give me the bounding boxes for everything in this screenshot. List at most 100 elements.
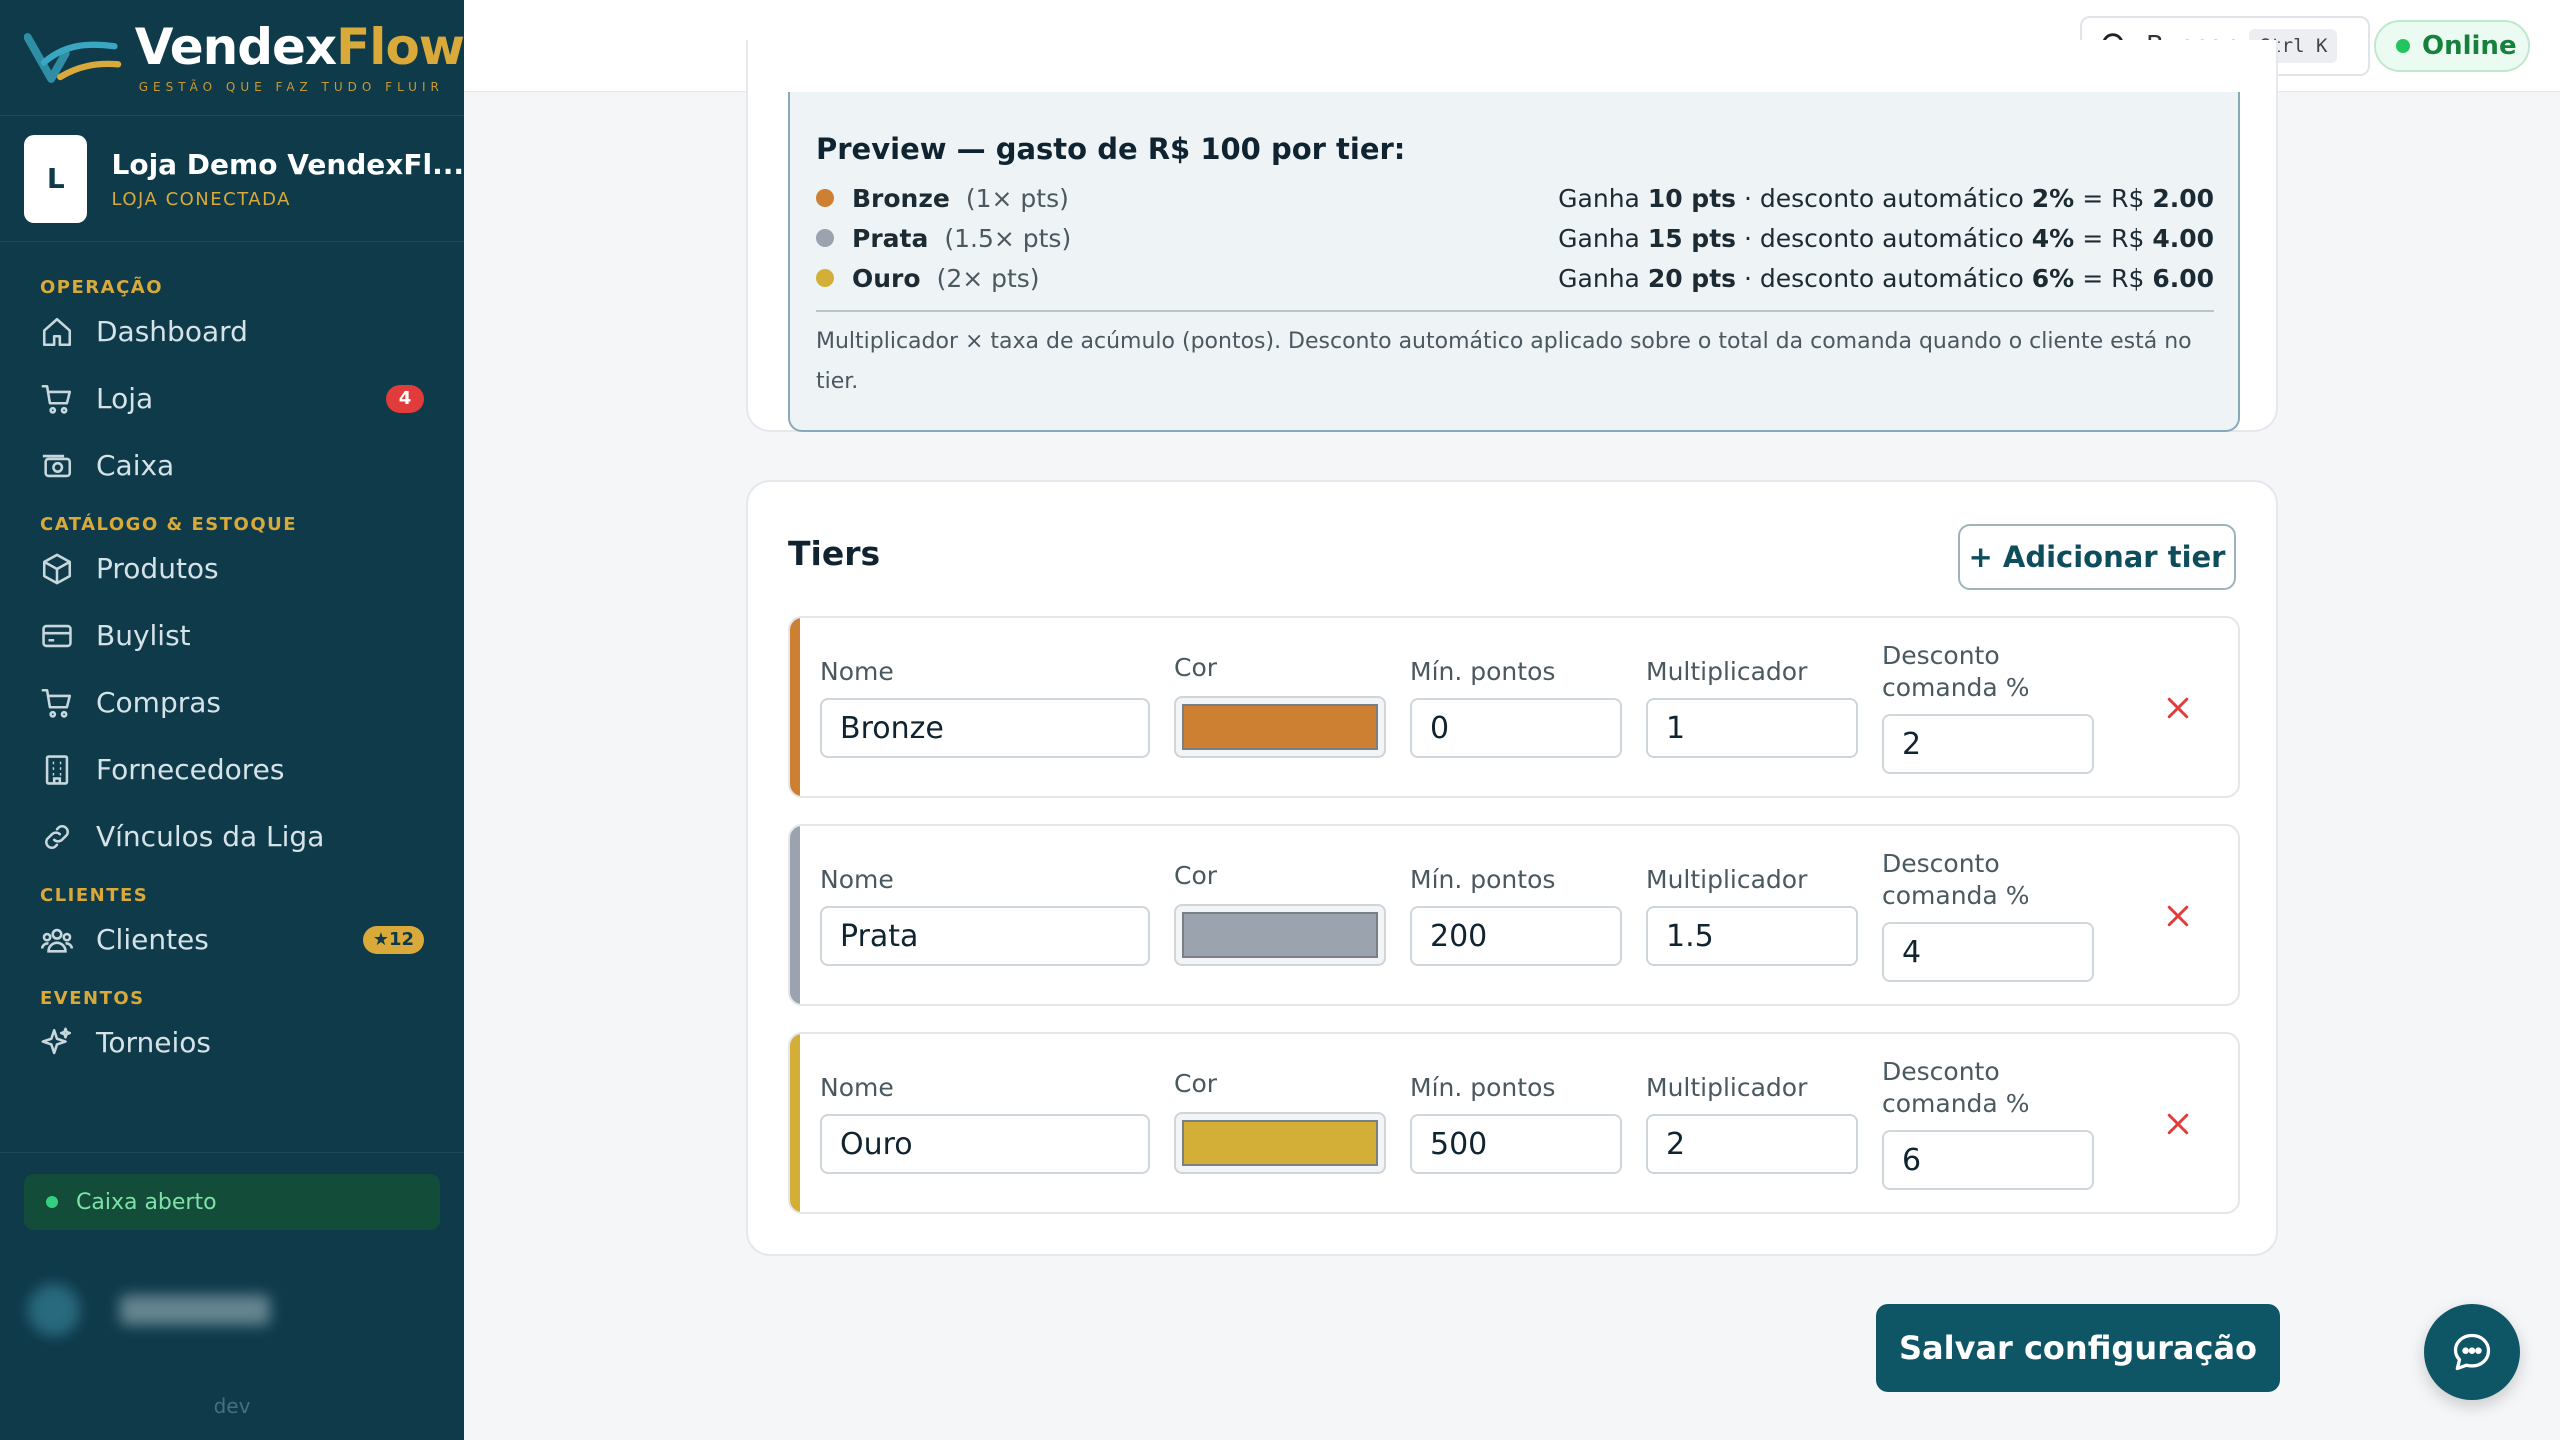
tier-row-ouro: Nome Ouro Cor Mín. pontos 500 Multiplica… bbox=[788, 1032, 2240, 1214]
sidebar-item-label: Caixa bbox=[96, 449, 175, 482]
tier-accent-bar bbox=[790, 826, 800, 1004]
tier-discount-input[interactable]: 6 bbox=[1882, 1130, 2094, 1190]
loja-count-badge: 4 bbox=[386, 384, 424, 413]
cart-icon bbox=[41, 688, 72, 718]
store-avatar: L bbox=[24, 134, 88, 223]
tier-color-picker[interactable] bbox=[1174, 904, 1386, 966]
nav-section-catalogo: CATÁLOGO & ESTOQUE bbox=[40, 514, 298, 535]
tier-multiplier-input[interactable]: 1.5 bbox=[1646, 906, 1858, 966]
nav-section-eventos: EVENTOS bbox=[40, 988, 145, 1009]
tier-min-points-input[interactable]: 200 bbox=[1410, 906, 1622, 966]
sidebar-item-label: Clientes bbox=[96, 923, 209, 956]
tier-min-points-input[interactable]: 500 bbox=[1410, 1114, 1622, 1174]
vendexflow-logo-icon bbox=[24, 32, 122, 83]
sidebar-item-produtos[interactable]: Produtos bbox=[0, 535, 464, 602]
field-label-name: Nome bbox=[820, 657, 894, 686]
sidebar-item-buylist[interactable]: Buylist bbox=[0, 602, 464, 669]
close-icon bbox=[2167, 905, 2189, 927]
tier-discount-input[interactable]: 2 bbox=[1882, 714, 2094, 774]
brand-tagline: GESTÃO QUE FAZ TUDO FLUIR bbox=[138, 79, 444, 94]
tier-color-picker[interactable] bbox=[1174, 1112, 1386, 1174]
home-icon bbox=[42, 317, 72, 346]
store-switcher[interactable]: L Loja Demo VendexFl... LOJA CONECTADA bbox=[0, 116, 464, 242]
field-label-multiplier: Multiplicador bbox=[1646, 865, 1808, 894]
chat-button[interactable] bbox=[2424, 1304, 2520, 1400]
preview-row-bronze: Bronze (1× pts) Ganha 10 pts · desconto … bbox=[816, 178, 2214, 218]
sidebar-divider bbox=[0, 1152, 464, 1153]
remove-tier-button[interactable] bbox=[2158, 688, 2198, 728]
field-label-name: Nome bbox=[820, 1073, 894, 1102]
sidebar-nav: OPERAÇÃO Dashboard Loja 4 Caixa CATÁLOGO… bbox=[0, 242, 464, 1076]
environment-label: dev bbox=[213, 1394, 251, 1418]
tiers-title: Tiers bbox=[788, 534, 881, 573]
preview-box: Preview — gasto de R$ 100 por tier: Bron… bbox=[788, 92, 2240, 432]
sidebar-item-label: Fornecedores bbox=[96, 753, 285, 786]
building-icon bbox=[45, 754, 69, 785]
tier-name: Bronze bbox=[852, 183, 950, 213]
close-icon bbox=[2167, 1113, 2189, 1135]
preview-row-ouro: Ouro (2× pts) Ganha 20 pts · desconto au… bbox=[816, 258, 2214, 298]
tier-color-dot bbox=[816, 229, 834, 247]
tier-multiplier-input[interactable]: 1 bbox=[1646, 698, 1858, 758]
user-profile-blurred[interactable] bbox=[28, 1280, 428, 1340]
sidebar-item-label: Compras bbox=[96, 686, 221, 719]
caixa-status-pill[interactable]: Caixa aberto bbox=[24, 1174, 440, 1230]
tier-color-picker[interactable] bbox=[1174, 696, 1386, 758]
sparkle-icon bbox=[41, 1027, 72, 1054]
tier-multiplier-input[interactable]: 2 bbox=[1646, 1114, 1858, 1174]
link-icon bbox=[45, 824, 69, 849]
field-label-min-points: Mín. pontos bbox=[1410, 865, 1556, 894]
save-config-button[interactable]: Salvar configuração bbox=[1876, 1304, 2280, 1392]
preview-divider bbox=[816, 310, 2214, 312]
sidebar-item-compras[interactable]: Compras bbox=[0, 669, 464, 736]
field-label-discount: Desconto comanda % bbox=[1882, 849, 2030, 910]
brand-name: VendexFlow bbox=[134, 17, 465, 76]
online-status-badge: Online bbox=[2374, 20, 2530, 72]
tier-color-dot bbox=[816, 189, 834, 207]
cash-register-icon bbox=[42, 454, 72, 477]
field-label-multiplier: Multiplicador bbox=[1646, 657, 1808, 686]
chat-bubble-icon bbox=[2453, 1333, 2491, 1371]
add-tier-button[interactable]: + Adicionar tier bbox=[1958, 524, 2236, 590]
users-icon bbox=[40, 928, 74, 953]
sidebar-item-label: Produtos bbox=[96, 552, 219, 585]
sidebar-item-fornecedores[interactable]: Fornecedores bbox=[0, 736, 464, 803]
brand[interactable]: VendexFlow GESTÃO QUE FAZ TUDO FLUIR bbox=[0, 0, 465, 116]
field-label-color: Cor bbox=[1174, 653, 1218, 682]
sidebar-item-vinculos-da-liga[interactable]: Vínculos da Liga bbox=[0, 803, 464, 870]
user-name-redacted bbox=[120, 1295, 270, 1325]
credit-card-icon bbox=[42, 624, 72, 647]
remove-tier-button[interactable] bbox=[2158, 1104, 2198, 1144]
sidebar-item-caixa[interactable]: Caixa bbox=[0, 432, 464, 499]
tier-row-bronze: Nome Bronze Cor Mín. pontos 0 Multiplica… bbox=[788, 616, 2240, 798]
tier-name-input[interactable]: Ouro bbox=[820, 1114, 1150, 1174]
tier-min-points-input[interactable]: 0 bbox=[1410, 698, 1622, 758]
sidebar-item-label: Torneios bbox=[96, 1026, 211, 1059]
field-label-discount: Desconto comanda % bbox=[1882, 1057, 2030, 1118]
sidebar-item-clientes[interactable]: Clientes ★12 bbox=[0, 906, 464, 973]
tier-accent-bar bbox=[790, 1034, 800, 1212]
preview-note: Multiplicador × taxa de acúmulo (pontos)… bbox=[816, 329, 2192, 394]
sidebar-item-label: Buylist bbox=[96, 619, 191, 652]
sidebar-item-dashboard[interactable]: Dashboard bbox=[0, 298, 464, 365]
sidebar-item-loja[interactable]: Loja 4 bbox=[0, 365, 464, 432]
tier-name-input[interactable]: Bronze bbox=[820, 698, 1150, 758]
tier-name-input[interactable]: Prata bbox=[820, 906, 1150, 966]
caixa-status-label: Caixa aberto bbox=[76, 1189, 217, 1215]
tier-summary: Ganha 20 pts · desconto automático 6% = … bbox=[1558, 263, 2214, 293]
field-label-min-points: Mín. pontos bbox=[1410, 1073, 1556, 1102]
tier-discount-input[interactable]: 4 bbox=[1882, 922, 2094, 982]
remove-tier-button[interactable] bbox=[2158, 896, 2198, 936]
color-swatch bbox=[1182, 912, 1378, 958]
nav-section-operacao: OPERAÇÃO bbox=[40, 277, 164, 298]
field-label-multiplier: Multiplicador bbox=[1646, 1073, 1808, 1102]
preview-title: Preview — gasto de R$ 100 por tier: bbox=[816, 132, 1406, 166]
field-label-discount: Desconto comanda % bbox=[1882, 641, 2030, 702]
sidebar-item-label: Loja bbox=[96, 382, 154, 415]
online-label: Online bbox=[2422, 31, 2517, 61]
tier-accent-bar bbox=[790, 618, 800, 796]
field-label-color: Cor bbox=[1174, 1069, 1218, 1098]
sidebar-item-torneios[interactable]: Torneios bbox=[0, 1009, 464, 1076]
close-icon bbox=[2167, 697, 2189, 719]
tier-summary: Ganha 10 pts · desconto automático 2% = … bbox=[1558, 183, 2214, 213]
